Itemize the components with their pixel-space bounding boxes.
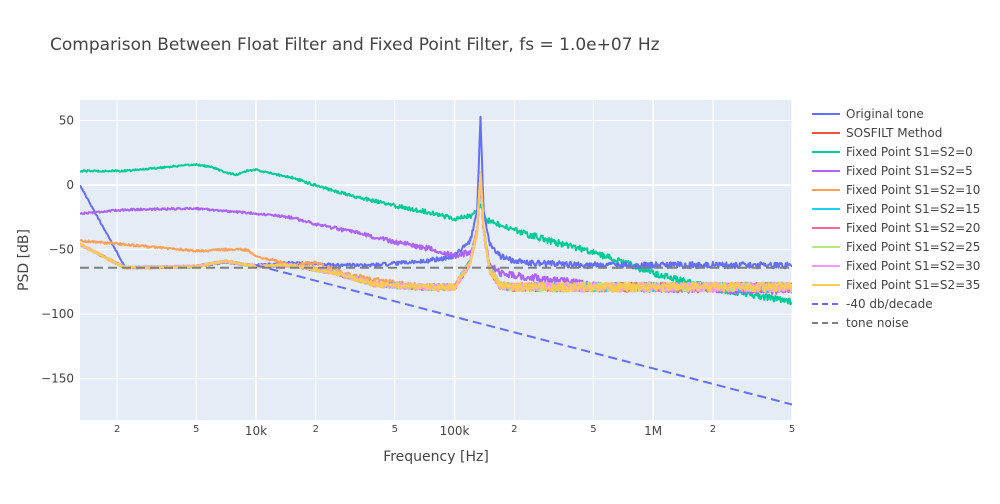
legend-item[interactable]: Original tone (812, 107, 924, 121)
x-tick-label: 2 (114, 424, 120, 435)
legend-label: Fixed Point S1=S2=5 (846, 164, 973, 178)
x-tick-label: 2 (511, 424, 517, 435)
legend-item[interactable]: -40 db/decade (812, 297, 933, 311)
y-tick-label: 50 (59, 114, 74, 128)
x-tick-label: 100k (440, 424, 470, 438)
y-tick-labels: 50 0 −50 −100 −150 (41, 114, 74, 386)
series-line (80, 171, 792, 293)
y-tick-label: 0 (66, 178, 74, 192)
legend-item[interactable]: Fixed Point S1=S2=15 (812, 202, 980, 216)
legend-item[interactable]: Fixed Point S1=S2=5 (812, 164, 973, 178)
legend-label: Fixed Point S1=S2=0 (846, 145, 973, 159)
x-tick-label: 5 (392, 424, 398, 435)
x-tick-label: 2 (710, 424, 716, 435)
x-tick-label: 1M (644, 424, 662, 438)
x-tick-label: 10k (245, 424, 267, 438)
legend-item[interactable]: Fixed Point S1=S2=10 (812, 183, 980, 197)
x-tick-labels: 2 5 10k 2 5 100k 2 5 1M 2 5 (114, 424, 795, 438)
x-tick-label: 5 (193, 424, 199, 435)
legend-item[interactable]: Fixed Point S1=S2=25 (812, 240, 980, 254)
legend-label: Fixed Point S1=S2=10 (846, 183, 980, 197)
legend-label: tone noise (846, 316, 909, 330)
legend[interactable]: Original tone SOSFILT Method Fixed Point S… (812, 107, 980, 330)
legend-label: Original tone (846, 107, 924, 121)
x-axis-title: Frequency [Hz] (383, 449, 489, 465)
series-lines (80, 115, 792, 406)
legend-label: Fixed Point S1=S2=30 (846, 259, 980, 273)
y-tick-label: −50 (49, 243, 74, 257)
legend-label: Fixed Point S1=S2=20 (846, 221, 980, 235)
x-tick-label: 5 (590, 424, 596, 435)
x-tick-label: 2 (313, 424, 319, 435)
legend-label: Fixed Point S1=S2=35 (846, 278, 980, 292)
series-line (80, 163, 792, 306)
series-line (255, 264, 792, 406)
x-tick-label: 5 (789, 424, 795, 435)
legend-item[interactable]: SOSFILT Method (812, 126, 942, 140)
legend-item[interactable]: tone noise (812, 316, 909, 330)
chart-title: Comparison Between Float Filter and Fixe… (50, 35, 660, 55)
legend-label: Fixed Point S1=S2=15 (846, 202, 980, 216)
legend-item[interactable]: Fixed Point S1=S2=20 (812, 221, 980, 235)
legend-label: SOSFILT Method (846, 126, 942, 140)
y-tick-label: −100 (41, 307, 74, 321)
legend-label: Fixed Point S1=S2=25 (846, 240, 980, 254)
y-axis-title: PSD [dB] (16, 229, 32, 291)
legend-item[interactable]: Fixed Point S1=S2=30 (812, 259, 980, 273)
legend-item[interactable]: Fixed Point S1=S2=0 (812, 145, 973, 159)
legend-item[interactable]: Fixed Point S1=S2=35 (812, 278, 980, 292)
y-tick-label: −150 (41, 372, 74, 386)
legend-label: -40 db/decade (846, 297, 933, 311)
